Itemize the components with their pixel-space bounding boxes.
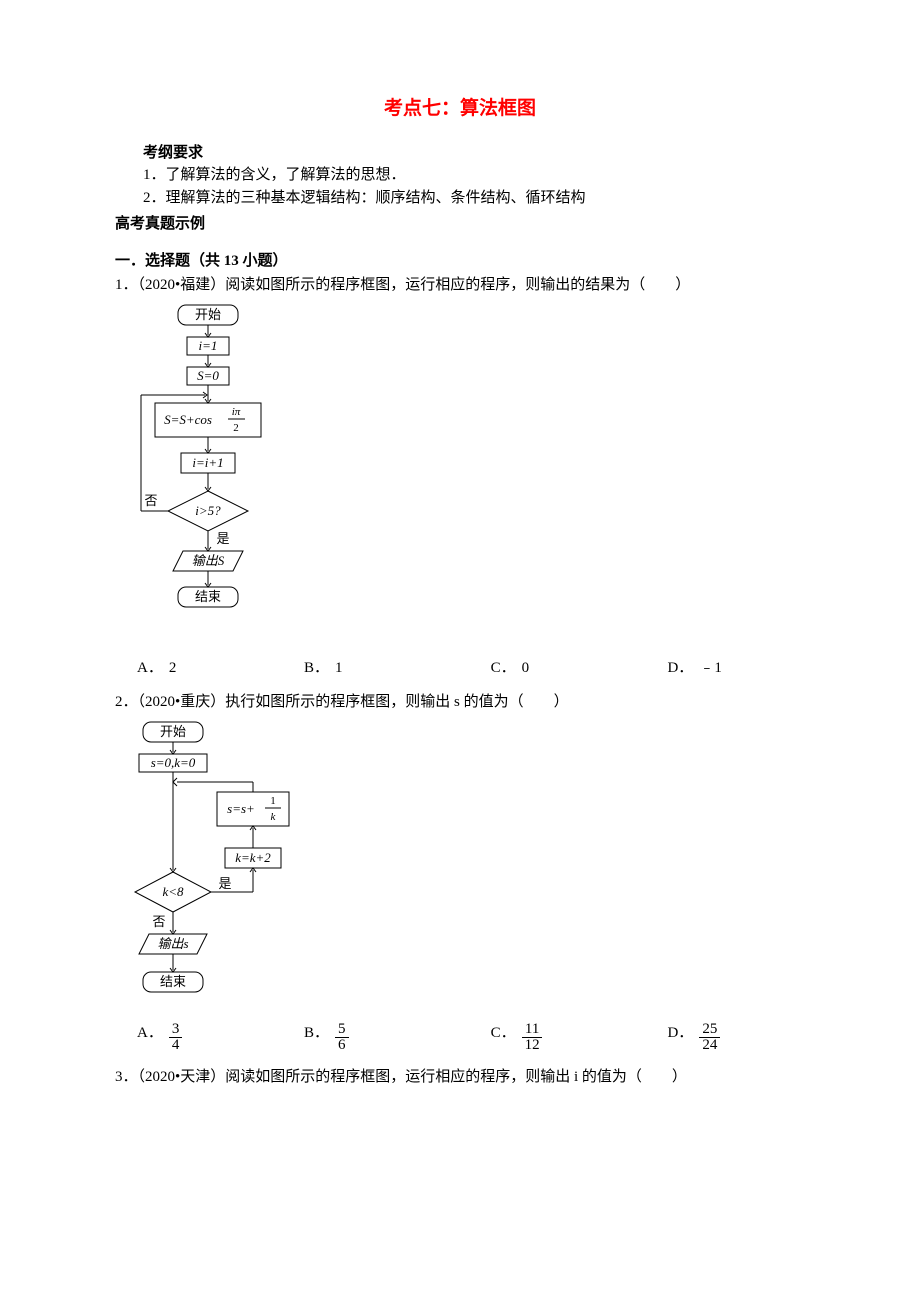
- svg-text:k<8: k<8: [162, 884, 184, 899]
- q1-stem: 1．（2020•福建）阅读如图所示的程序框图，运行相应的程序，则输出的结果为（ …: [115, 274, 805, 297]
- svg-text:1: 1: [270, 795, 276, 807]
- syllabus-item-1: 1．了解算法的含义，了解算法的思想．: [143, 164, 805, 187]
- q1-choice-c: C．0: [491, 657, 668, 680]
- svg-text:i>5?: i>5?: [195, 503, 221, 518]
- q2-flowchart: 开始 s=0,k=0 k<8 是 k=k+2 s=s+ 1 k 否 输出s: [133, 720, 805, 1020]
- svg-text:s=s+: s=s+: [227, 801, 255, 816]
- svg-text:否: 否: [152, 914, 165, 929]
- q1-choice-d: D．﹣1: [667, 657, 805, 680]
- svg-text:输出S: 输出S: [192, 553, 225, 568]
- svg-text:s=0,k=0: s=0,k=0: [151, 755, 196, 770]
- svg-text:输出s: 输出s: [157, 936, 188, 951]
- svg-text:2: 2: [233, 422, 239, 434]
- svg-text:i=i+1: i=i+1: [192, 455, 223, 470]
- q1-choice-b: B．1: [304, 657, 491, 680]
- q3-stem: 3．（2020•天津）阅读如图所示的程序框图，运行相应的程序，则输出 i 的值为…: [115, 1066, 805, 1089]
- svg-text:S=S+cos: S=S+cos: [164, 412, 212, 427]
- q2-choice-b: B． 56: [304, 1022, 491, 1055]
- svg-text:k: k: [271, 811, 277, 823]
- q2-choice-d: D． 2524: [667, 1022, 805, 1055]
- q2-choice-a: A． 34: [137, 1022, 304, 1055]
- q1-choice-a: A．2: [137, 657, 304, 680]
- syllabus-heading: 考纲要求: [143, 142, 805, 165]
- svg-text:结束: 结束: [160, 974, 186, 989]
- svg-text:k=k+2: k=k+2: [235, 850, 271, 865]
- syllabus-item-2: 2．理解算法的三种基本逻辑结构：顺序结构、条件结构、循环结构: [143, 187, 805, 210]
- examples-heading: 高考真题示例: [115, 213, 805, 236]
- mcq-heading: 一．选择题（共 13 小题）: [115, 250, 805, 273]
- svg-text:结束: 结束: [195, 589, 221, 604]
- svg-text:是: 是: [216, 531, 229, 546]
- svg-text:i=1: i=1: [199, 338, 218, 353]
- q2-choice-c: C． 1112: [491, 1022, 668, 1055]
- svg-text:开始: 开始: [195, 307, 221, 322]
- svg-text:否: 否: [144, 493, 157, 508]
- svg-text:开始: 开始: [160, 724, 186, 739]
- svg-text:iπ: iπ: [232, 406, 241, 418]
- svg-text:是: 是: [218, 876, 231, 891]
- q1-choices: A．2 B．1 C．0 D．﹣1: [137, 657, 805, 680]
- svg-text:S=0: S=0: [197, 368, 219, 383]
- q2-choices: A． 34 B． 56 C． 1112 D． 2524: [137, 1022, 805, 1055]
- document-title: 考点七：算法框图: [115, 95, 805, 124]
- q2-stem: 2．（2020•重庆）执行如图所示的程序框图，则输出 s 的值为（ ）: [115, 691, 805, 714]
- q1-flowchart: 开始 i=1 S=0 S=S+cos iπ 2 i=i+1 i>5? 否 是: [133, 303, 805, 655]
